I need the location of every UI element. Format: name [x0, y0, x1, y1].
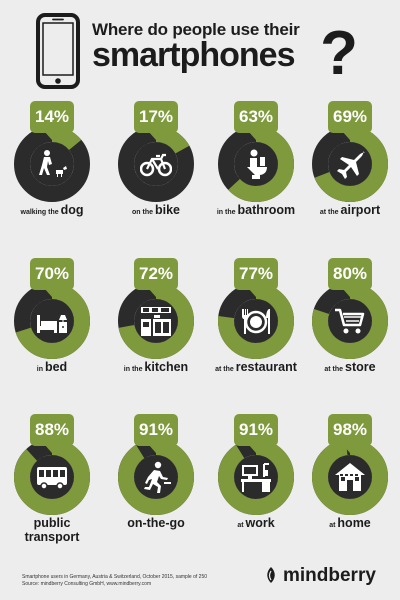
label-emphasis: bike: [154, 203, 180, 217]
stats-grid: 14% walking the dog 17% on the bike 63% in th…: [2, 101, 400, 544]
footnote: Smartphone users in Germany, Austria & S…: [22, 574, 242, 588]
percent-badge: 70%: [30, 258, 74, 290]
percent-badge: 17%: [134, 101, 178, 133]
label-emphasis: kitchen: [144, 360, 189, 374]
location-label: walking the dog: [0, 203, 108, 218]
badge-pointer: [148, 444, 164, 453]
kitchen-icon: [141, 307, 171, 336]
percent-badge: 69%: [328, 101, 372, 133]
badge-pointer: [248, 288, 264, 297]
bed-icon: [37, 315, 67, 333]
stat-card: 88% public transport: [2, 414, 102, 564]
location-label: on the bike: [100, 203, 212, 218]
title-line-2: smartphones: [92, 36, 296, 74]
percent-badge: 91%: [134, 414, 178, 446]
label-emphasis: store: [345, 360, 376, 374]
footnote-line-2: Source: mindberry Consulting GmbH, www.m…: [22, 581, 152, 587]
airplane-icon: [337, 151, 365, 179]
title-line-1: Where do people use their: [92, 20, 300, 39]
badge-pointer: [248, 131, 264, 140]
label-prefix: at the: [324, 366, 344, 373]
percent-badge: 77%: [234, 258, 278, 290]
label-emphasis: airport: [340, 203, 381, 217]
percent-badge: 63%: [234, 101, 278, 133]
label-prefix: at: [237, 522, 244, 529]
label-prefix: in the: [216, 209, 236, 216]
desk-computer-icon: [241, 463, 271, 492]
location-label: at the restaurant: [200, 360, 312, 375]
smartphone-icon: [36, 13, 80, 89]
plate-cutlery-icon: [242, 309, 270, 334]
stat-card: 14% walking the dog: [2, 101, 102, 251]
location-label: at home: [294, 516, 400, 531]
badge-pointer: [44, 444, 60, 453]
percent-badge: 91%: [234, 414, 278, 446]
footnote-line-1: Smartphone users in Germany, Austria & S…: [22, 574, 207, 580]
stat-card: 91% at work: [206, 414, 306, 564]
location-label: at work: [200, 516, 312, 531]
label-emphasis: work: [245, 516, 275, 530]
label-emphasis: public: [33, 516, 71, 530]
label-emphasis: on-the-go: [127, 516, 185, 530]
stat-card: 98% at home: [300, 414, 400, 564]
location-label: on-the-go: [100, 516, 212, 531]
stat-card: 77% at the restaurant: [206, 258, 306, 408]
stat-card: 72% in the kitchen: [106, 258, 206, 408]
badge-pointer: [342, 288, 358, 297]
percent-badge: 14%: [30, 101, 74, 133]
house-icon: [335, 463, 365, 491]
location-label: public transport: [0, 516, 108, 545]
percent-badge: 98%: [328, 414, 372, 446]
label-emphasis: bathroom: [237, 203, 296, 217]
brand-name: mindberry: [283, 565, 376, 586]
question-mark: ?: [320, 19, 358, 88]
bicycle-icon: [140, 153, 172, 177]
label-prefix: on the: [132, 209, 154, 216]
label-prefix: at the: [215, 366, 234, 373]
percent-badge: 88%: [30, 414, 74, 446]
badge-pointer: [342, 444, 358, 453]
stat-card: 80% at the store: [300, 258, 400, 408]
badge-pointer: [342, 131, 358, 140]
location-label: at the store: [294, 360, 400, 375]
badge-pointer: [44, 288, 60, 297]
label-prefix: in: [36, 366, 44, 373]
percent-badge: 72%: [134, 258, 178, 290]
toilet-icon: [247, 149, 267, 179]
percent-badge: 80%: [328, 258, 372, 290]
location-label: in bed: [0, 360, 108, 375]
label-emphasis: transport: [24, 529, 80, 544]
label-prefix: walking the: [20, 209, 59, 216]
label-emphasis: home: [337, 516, 371, 530]
location-label: at the airport: [294, 203, 400, 218]
person-with-dog-icon: [39, 150, 67, 177]
stat-card: 69% at the airport: [300, 101, 400, 251]
stat-card: 91% on-the-go: [106, 414, 206, 564]
mindberry-logo-icon: [267, 567, 275, 583]
bus-icon: [37, 467, 67, 490]
badge-pointer: [148, 288, 164, 297]
badge-pointer: [44, 131, 60, 140]
label-prefix: in the: [123, 366, 143, 373]
badge-pointer: [248, 444, 264, 453]
stat-card: 17% on the bike: [106, 101, 206, 251]
stat-card: 70% in bed: [2, 258, 102, 408]
label-prefix: at: [329, 522, 336, 529]
label-emphasis: restaurant: [235, 360, 297, 374]
location-label: in the bathroom: [200, 203, 312, 218]
label-emphasis: bed: [44, 360, 68, 374]
location-label: in the kitchen: [100, 360, 212, 375]
stat-card: 63% in the bathroom: [206, 101, 306, 251]
shopping-cart-icon: [335, 308, 365, 334]
running-person-icon: [144, 461, 171, 493]
label-emphasis: dog: [60, 203, 84, 217]
label-prefix: at the: [319, 209, 339, 216]
badge-pointer: [148, 131, 164, 140]
